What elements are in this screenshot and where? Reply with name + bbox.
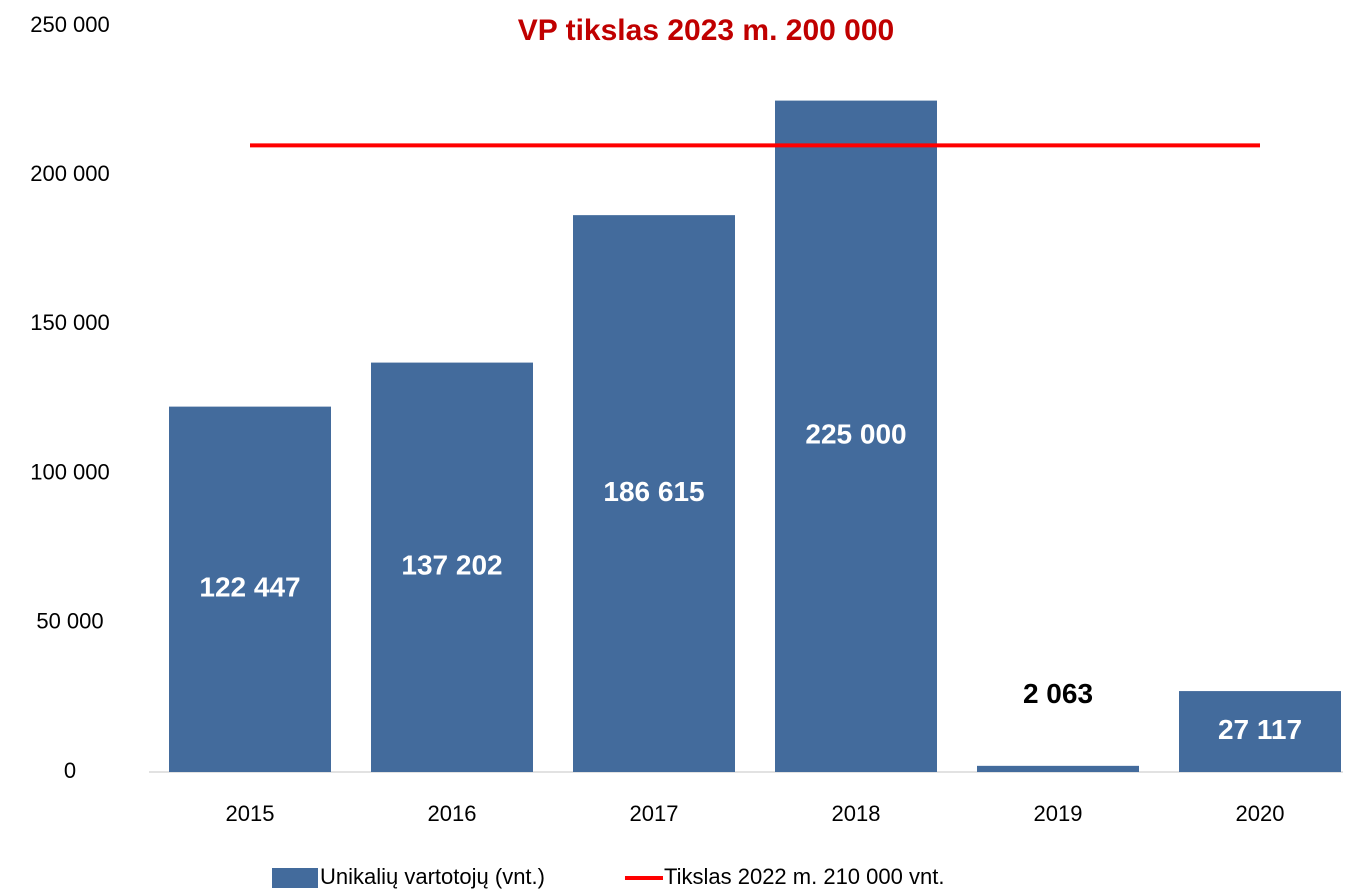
value-label: 27 117: [1218, 714, 1302, 745]
value-label: 122 447: [199, 572, 300, 603]
value-label: 137 202: [401, 550, 502, 581]
legend-label: Unikalių vartotojų (vnt.): [320, 864, 545, 889]
bar: [371, 362, 533, 772]
x-tick-label: 2015: [226, 801, 275, 826]
legend-label: Tikslas 2022 m. 210 000 vnt.: [664, 864, 944, 889]
bar: [775, 100, 937, 773]
bar: [977, 765, 1139, 772]
bar: [573, 215, 735, 772]
x-tick-label: 2018: [832, 801, 881, 826]
value-label: 225 000: [805, 419, 906, 450]
x-tick-label: 2017: [630, 801, 679, 826]
legend-swatch: [272, 868, 318, 888]
value-label: 2 063: [1023, 678, 1093, 709]
y-tick-label: 100 000: [30, 459, 110, 484]
y-tick-label: 250 000: [30, 12, 110, 37]
y-tick-label: 0: [64, 758, 76, 783]
value-label: 186 615: [603, 476, 704, 507]
bar: [169, 406, 331, 772]
y-tick-label: 150 000: [30, 310, 110, 335]
bar: [1179, 691, 1341, 772]
y-tick-label: 50 000: [36, 609, 103, 634]
x-tick-label: 2016: [428, 801, 477, 826]
x-tick-label: 2019: [1034, 801, 1083, 826]
chart-title: VP tikslas 2023 m. 200 000: [518, 14, 894, 47]
x-tick-label: 2020: [1236, 801, 1285, 826]
y-tick-label: 200 000: [30, 161, 110, 186]
